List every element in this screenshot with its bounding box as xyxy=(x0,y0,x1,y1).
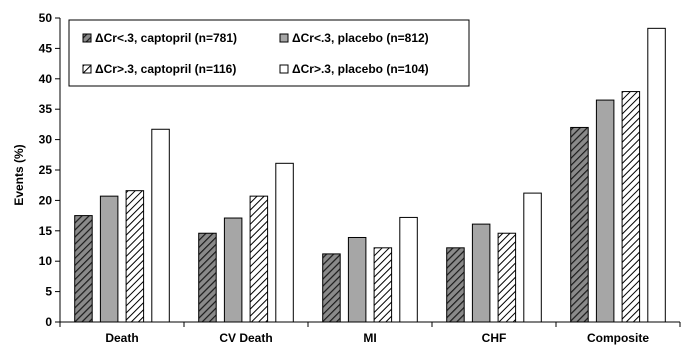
bar-composite-series-2 xyxy=(595,99,615,323)
bar-mi-series-1 xyxy=(322,253,341,323)
legend-swatch xyxy=(82,64,92,74)
bar-cv-death-series-1 xyxy=(198,232,217,323)
x-category-label: Composite xyxy=(587,331,649,345)
x-axis: Death CV Death MI CHF Composite xyxy=(59,321,681,345)
bar-mi-series-2 xyxy=(347,236,367,323)
bar-mi-series-4 xyxy=(399,216,418,323)
bars xyxy=(74,27,666,323)
legend-label: ΔCr<.3, captopril (n=781) xyxy=(95,31,237,45)
y-tick-label: 25 xyxy=(39,163,53,177)
bar-death-series-1 xyxy=(74,215,93,323)
y-tick-label: 35 xyxy=(39,102,53,116)
legend-label: ΔCr>.3, placebo (n=104) xyxy=(292,62,429,76)
y-tick-label: 0 xyxy=(45,315,52,329)
bar-cv-death-series-2 xyxy=(223,217,243,323)
y-tick-label: 45 xyxy=(39,41,53,55)
bar-cv-death-series-4 xyxy=(275,162,294,323)
y-axis: 0 5 10 15 20 25 30 35 40 45 50 xyxy=(39,11,61,329)
y-tick-label: 20 xyxy=(39,193,53,207)
bar-composite-series-1 xyxy=(570,126,589,323)
legend-label: ΔCr>.3, captopril (n=116) xyxy=(95,62,236,76)
y-tick-label: 10 xyxy=(39,254,53,268)
legend-swatch xyxy=(279,33,289,43)
bar-composite-series-4 xyxy=(647,27,666,323)
bar-death-series-3 xyxy=(125,190,145,323)
bar-death-series-2 xyxy=(99,195,119,323)
legend-swatch xyxy=(279,64,289,74)
legend-box xyxy=(68,19,470,87)
y-tick-label: 5 xyxy=(45,285,52,299)
legend-label: ΔCr<.3, placebo (n=812) xyxy=(292,31,429,45)
y-tick-label: 40 xyxy=(39,72,53,86)
bar-death-series-4 xyxy=(151,128,170,323)
x-category-label: Death xyxy=(105,331,138,345)
y-tick-label: 15 xyxy=(39,224,53,238)
x-category-label: CV Death xyxy=(219,331,272,345)
legend: ΔCr<.3, captopril (n=781) ΔCr<.3, placebo… xyxy=(68,19,470,87)
bar-chf-series-4 xyxy=(523,192,542,323)
x-category-label: CHF xyxy=(482,331,507,345)
bar-chf-series-1 xyxy=(446,247,465,323)
y-axis-title: Events (%) xyxy=(12,144,26,205)
bar-chf-series-3 xyxy=(497,232,517,323)
legend-swatch xyxy=(82,33,92,43)
bar-chf-series-2 xyxy=(471,223,491,323)
x-category-label: MI xyxy=(363,331,376,345)
bar-cv-death-series-3 xyxy=(249,195,269,323)
y-tick-label: 30 xyxy=(39,133,53,147)
bar-composite-series-3 xyxy=(621,91,641,323)
y-tick-label: 50 xyxy=(39,11,53,25)
bar-mi-series-3 xyxy=(373,247,393,323)
